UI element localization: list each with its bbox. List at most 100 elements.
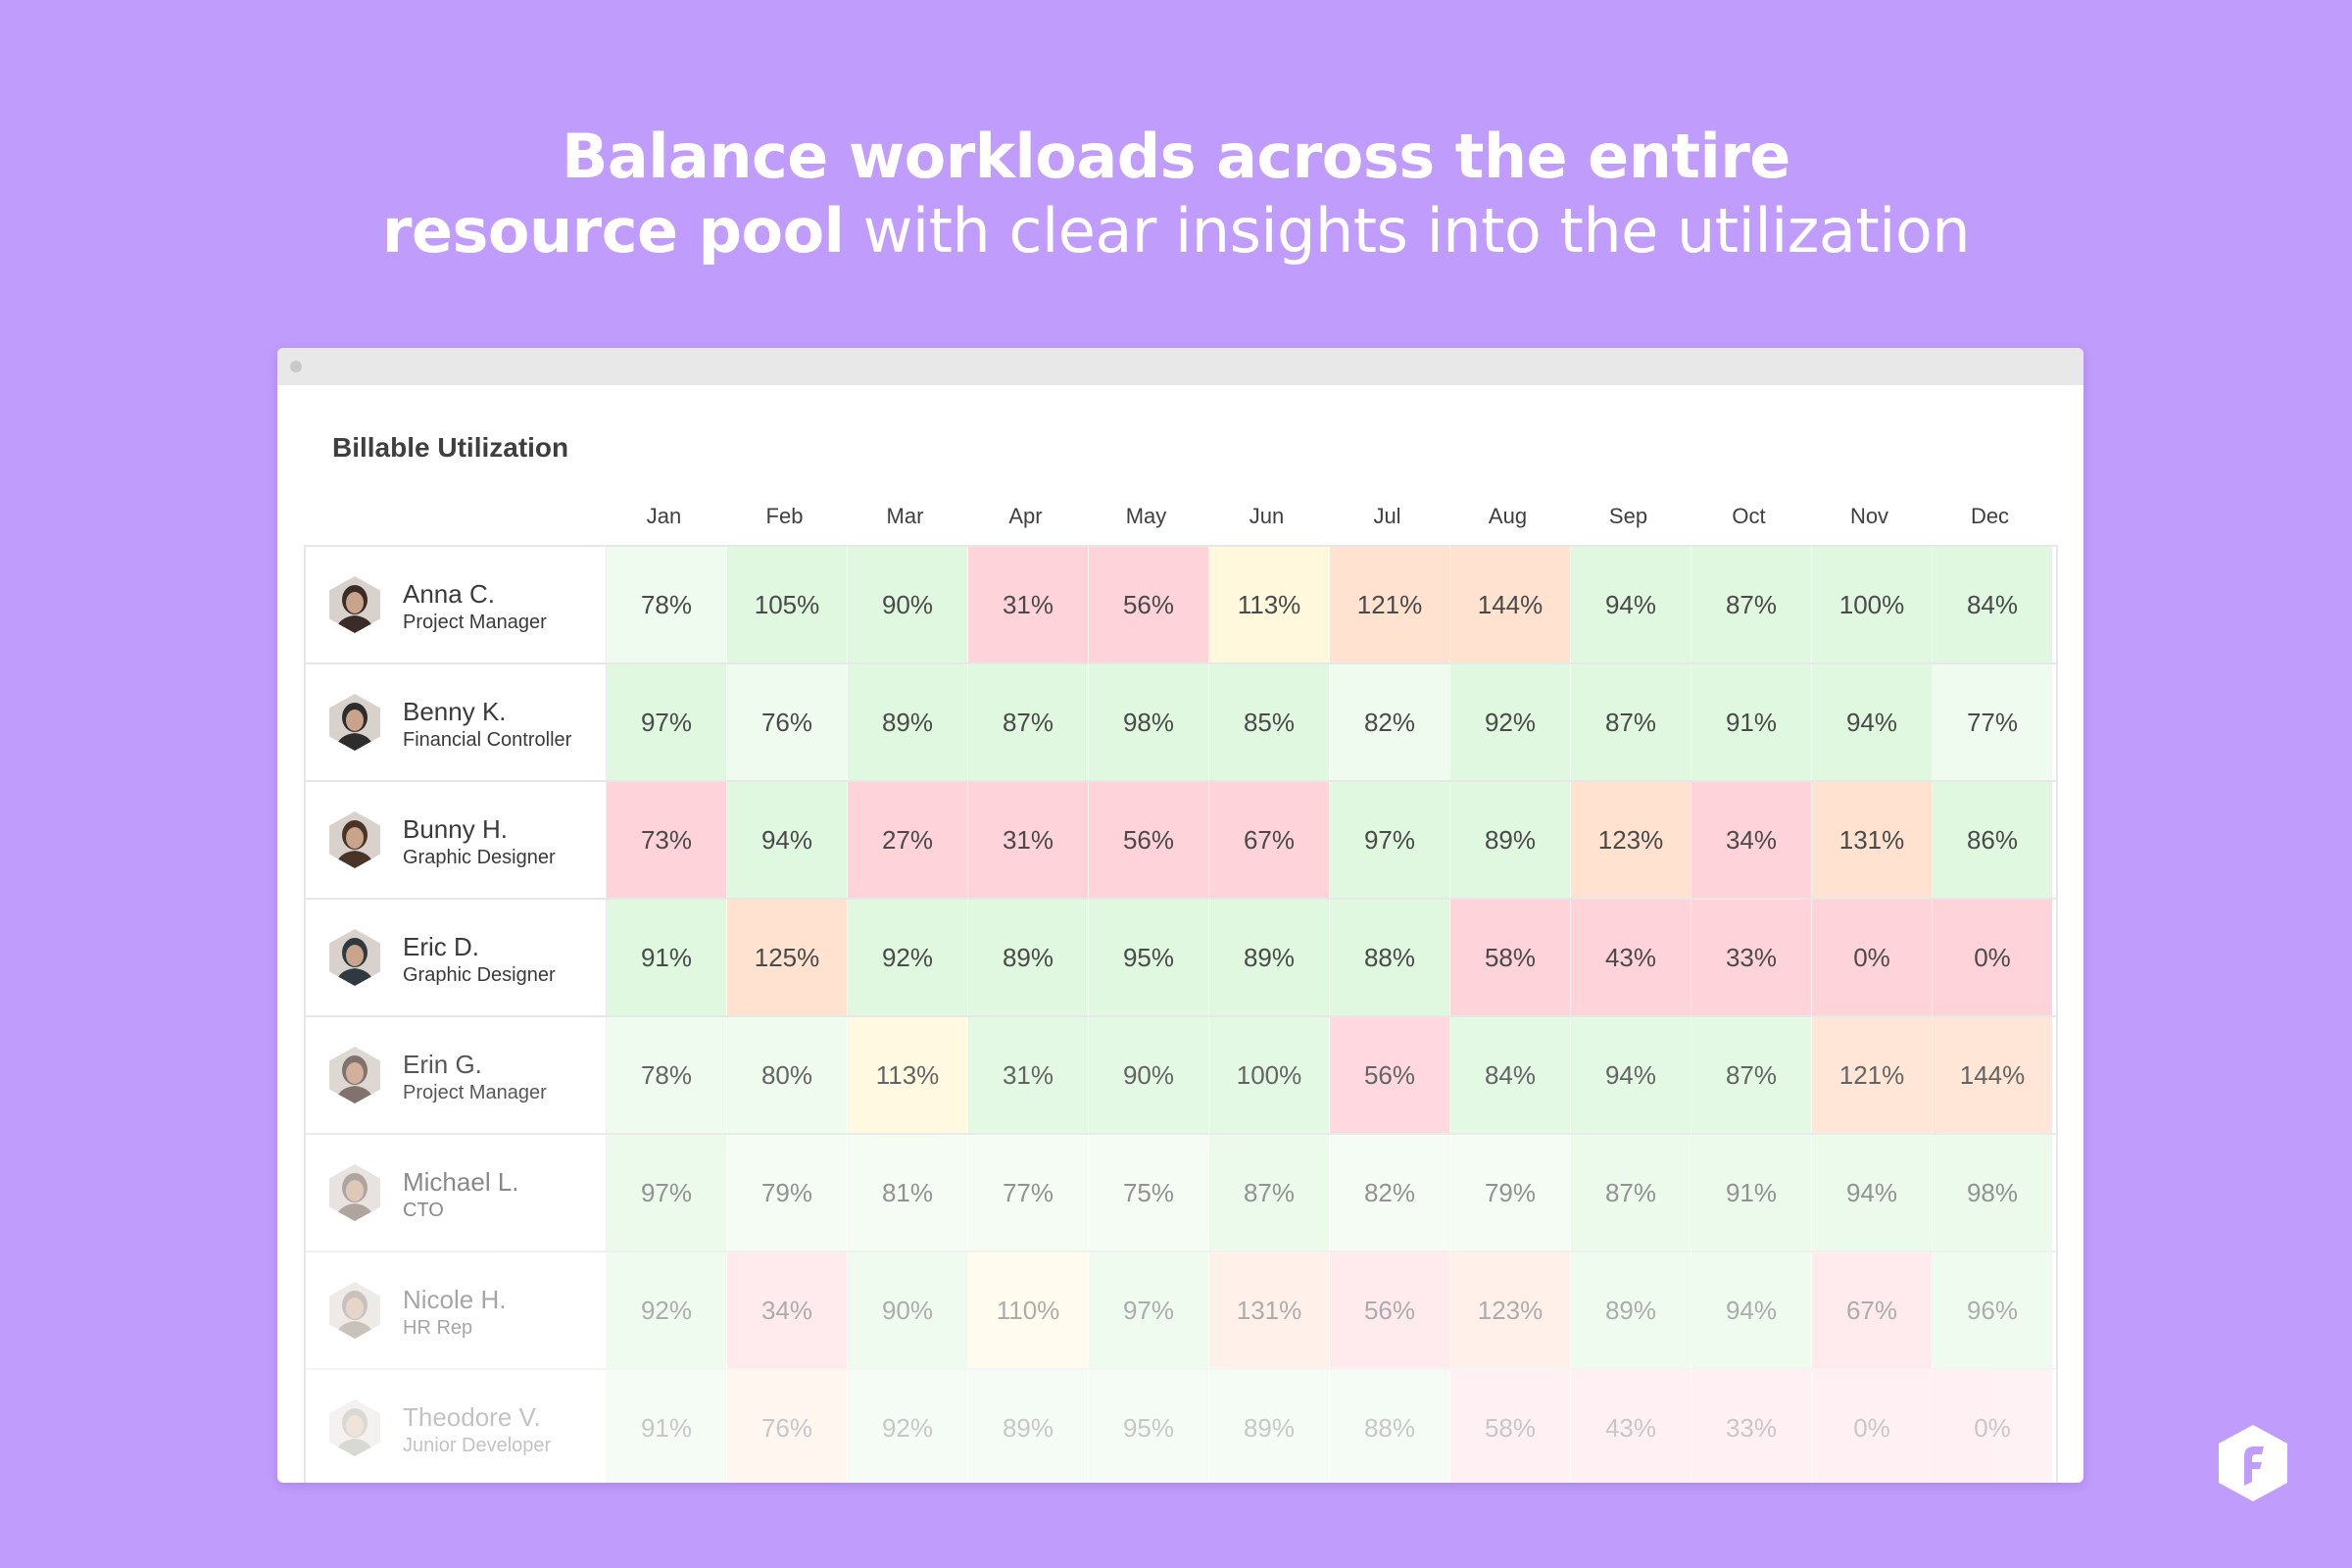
table-row[interactable]: Theodore V. Junior Developer 91% 76% 92% 89% 9… bbox=[306, 1370, 2056, 1483]
utilization-cell-jul[interactable]: 88% bbox=[1330, 900, 1450, 1015]
utilization-cell-may[interactable]: 98% bbox=[1089, 664, 1209, 780]
utilization-cell-feb[interactable]: 34% bbox=[727, 1252, 848, 1368]
utilization-cell-mar[interactable]: 113% bbox=[848, 1017, 968, 1133]
utilization-cell-nov[interactable]: 94% bbox=[1812, 1135, 1933, 1250]
utilization-cell-mar[interactable]: 92% bbox=[848, 900, 968, 1015]
utilization-cell-jan[interactable]: 97% bbox=[607, 1135, 727, 1250]
table-row[interactable]: Anna C. Project Manager 78% 105% 90% 31% 56% 11… bbox=[306, 547, 2056, 664]
utilization-cell-mar[interactable]: 90% bbox=[848, 547, 968, 662]
utilization-cell-aug[interactable]: 58% bbox=[1450, 1370, 1571, 1483]
utilization-cell-jan[interactable]: 91% bbox=[607, 1370, 727, 1483]
utilization-cell-nov[interactable]: 121% bbox=[1812, 1017, 1933, 1133]
utilization-cell-oct[interactable]: 34% bbox=[1691, 782, 1812, 898]
utilization-cell-apr[interactable]: 89% bbox=[968, 900, 1089, 1015]
utilization-cell-feb[interactable]: 125% bbox=[727, 900, 848, 1015]
utilization-cell-nov[interactable]: 100% bbox=[1812, 547, 1933, 662]
utilization-cell-jan[interactable]: 97% bbox=[607, 664, 727, 780]
utilization-cell-jan[interactable]: 78% bbox=[607, 1017, 727, 1133]
utilization-cell-aug[interactable]: 79% bbox=[1450, 1135, 1571, 1250]
utilization-cell-oct[interactable]: 33% bbox=[1691, 1370, 1812, 1483]
utilization-cell-nov[interactable]: 94% bbox=[1812, 664, 1933, 780]
utilization-cell-jul[interactable]: 82% bbox=[1330, 1135, 1450, 1250]
utilization-cell-jul[interactable]: 56% bbox=[1330, 1252, 1450, 1368]
utilization-cell-mar[interactable]: 92% bbox=[848, 1370, 968, 1483]
utilization-cell-sep[interactable]: 123% bbox=[1571, 782, 1691, 898]
table-row[interactable]: Benny K. Financial Controller 97% 76% 89% 87%… bbox=[306, 664, 2056, 782]
utilization-cell-aug[interactable]: 92% bbox=[1450, 664, 1571, 780]
utilization-cell-mar[interactable]: 90% bbox=[848, 1252, 968, 1368]
utilization-cell-aug[interactable]: 84% bbox=[1450, 1017, 1571, 1133]
utilization-cell-feb[interactable]: 79% bbox=[727, 1135, 848, 1250]
utilization-cell-may[interactable]: 97% bbox=[1089, 1252, 1209, 1368]
utilization-cell-may[interactable]: 56% bbox=[1089, 782, 1209, 898]
utilization-cell-jun[interactable]: 131% bbox=[1209, 1252, 1330, 1368]
utilization-cell-feb[interactable]: 94% bbox=[727, 782, 848, 898]
utilization-cell-jul[interactable]: 88% bbox=[1330, 1370, 1450, 1483]
utilization-cell-oct[interactable]: 91% bbox=[1691, 664, 1812, 780]
utilization-cell-jul[interactable]: 121% bbox=[1330, 547, 1450, 662]
utilization-cell-sep[interactable]: 94% bbox=[1571, 547, 1691, 662]
utilization-cell-apr[interactable]: 31% bbox=[968, 1017, 1089, 1133]
utilization-cell-oct[interactable]: 91% bbox=[1691, 1135, 1812, 1250]
utilization-cell-jul[interactable]: 82% bbox=[1330, 664, 1450, 780]
utilization-cell-nov[interactable]: 0% bbox=[1812, 1370, 1933, 1483]
utilization-cell-jul[interactable]: 97% bbox=[1330, 782, 1450, 898]
utilization-cell-nov[interactable]: 131% bbox=[1812, 782, 1933, 898]
utilization-cell-sep[interactable]: 94% bbox=[1571, 1017, 1691, 1133]
table-row[interactable]: Michael L. CTO 97% 79% 81% 77% 75% 87% 82% 79% 87%… bbox=[306, 1135, 2056, 1252]
utilization-cell-apr[interactable]: 77% bbox=[968, 1135, 1089, 1250]
utilization-cell-may[interactable]: 56% bbox=[1089, 547, 1209, 662]
utilization-cell-aug[interactable]: 89% bbox=[1450, 782, 1571, 898]
table-row[interactable]: Bunny H. Graphic Designer 73% 94% 27% 31% 56% 6… bbox=[306, 782, 2056, 900]
utilization-cell-dec[interactable]: 96% bbox=[1933, 1252, 2052, 1368]
utilization-cell-dec[interactable]: 77% bbox=[1933, 664, 2052, 780]
utilization-cell-sep[interactable]: 87% bbox=[1571, 664, 1691, 780]
utilization-cell-apr[interactable]: 31% bbox=[968, 547, 1089, 662]
utilization-cell-dec[interactable]: 86% bbox=[1933, 782, 2052, 898]
utilization-cell-dec[interactable]: 0% bbox=[1933, 1370, 2052, 1483]
utilization-cell-sep[interactable]: 89% bbox=[1571, 1252, 1691, 1368]
utilization-cell-sep[interactable]: 87% bbox=[1571, 1135, 1691, 1250]
utilization-cell-oct[interactable]: 87% bbox=[1691, 1017, 1812, 1133]
utilization-cell-apr[interactable]: 89% bbox=[968, 1370, 1089, 1483]
utilization-cell-mar[interactable]: 81% bbox=[848, 1135, 968, 1250]
utilization-cell-feb[interactable]: 105% bbox=[727, 547, 848, 662]
utilization-cell-jun[interactable]: 87% bbox=[1209, 1135, 1330, 1250]
utilization-cell-mar[interactable]: 89% bbox=[848, 664, 968, 780]
table-row[interactable]: Erin G. Project Manager 78% 80% 113% 31% 90% 10… bbox=[306, 1017, 2056, 1135]
utilization-cell-oct[interactable]: 87% bbox=[1691, 547, 1812, 662]
utilization-cell-aug[interactable]: 144% bbox=[1450, 547, 1571, 662]
utilization-cell-may[interactable]: 95% bbox=[1089, 900, 1209, 1015]
utilization-cell-dec[interactable]: 0% bbox=[1933, 900, 2052, 1015]
utilization-cell-sep[interactable]: 43% bbox=[1571, 1370, 1691, 1483]
utilization-cell-apr[interactable]: 87% bbox=[968, 664, 1089, 780]
utilization-cell-nov[interactable]: 67% bbox=[1812, 1252, 1933, 1368]
table-row[interactable]: Eric D. Graphic Designer 91% 125% 92% 89% 95% 8… bbox=[306, 900, 2056, 1017]
utilization-cell-feb[interactable]: 76% bbox=[727, 1370, 848, 1483]
utilization-cell-may[interactable]: 90% bbox=[1089, 1017, 1209, 1133]
utilization-cell-mar[interactable]: 27% bbox=[848, 782, 968, 898]
utilization-cell-jun[interactable]: 100% bbox=[1209, 1017, 1330, 1133]
utilization-cell-jun[interactable]: 89% bbox=[1209, 900, 1330, 1015]
utilization-cell-dec[interactable]: 98% bbox=[1933, 1135, 2052, 1250]
window-control-dot[interactable] bbox=[290, 361, 302, 372]
utilization-cell-aug[interactable]: 123% bbox=[1450, 1252, 1571, 1368]
utilization-cell-may[interactable]: 95% bbox=[1089, 1370, 1209, 1483]
utilization-cell-oct[interactable]: 94% bbox=[1691, 1252, 1812, 1368]
utilization-cell-jan[interactable]: 73% bbox=[607, 782, 727, 898]
utilization-cell-dec[interactable]: 84% bbox=[1933, 547, 2052, 662]
table-row[interactable]: Nicole H. HR Rep 92% 34% 90% 110% 97% 131% 56% 12… bbox=[306, 1252, 2056, 1370]
utilization-cell-jan[interactable]: 91% bbox=[607, 900, 727, 1015]
utilization-cell-aug[interactable]: 58% bbox=[1450, 900, 1571, 1015]
utilization-cell-dec[interactable]: 144% bbox=[1933, 1017, 2052, 1133]
utilization-cell-jun[interactable]: 113% bbox=[1209, 547, 1330, 662]
utilization-cell-jan[interactable]: 92% bbox=[607, 1252, 727, 1368]
utilization-cell-apr[interactable]: 110% bbox=[968, 1252, 1089, 1368]
utilization-cell-nov[interactable]: 0% bbox=[1812, 900, 1933, 1015]
utilization-cell-feb[interactable]: 76% bbox=[727, 664, 848, 780]
utilization-cell-feb[interactable]: 80% bbox=[727, 1017, 848, 1133]
utilization-cell-jul[interactable]: 56% bbox=[1330, 1017, 1450, 1133]
utilization-cell-jan[interactable]: 78% bbox=[607, 547, 727, 662]
utilization-cell-may[interactable]: 75% bbox=[1089, 1135, 1209, 1250]
utilization-cell-apr[interactable]: 31% bbox=[968, 782, 1089, 898]
